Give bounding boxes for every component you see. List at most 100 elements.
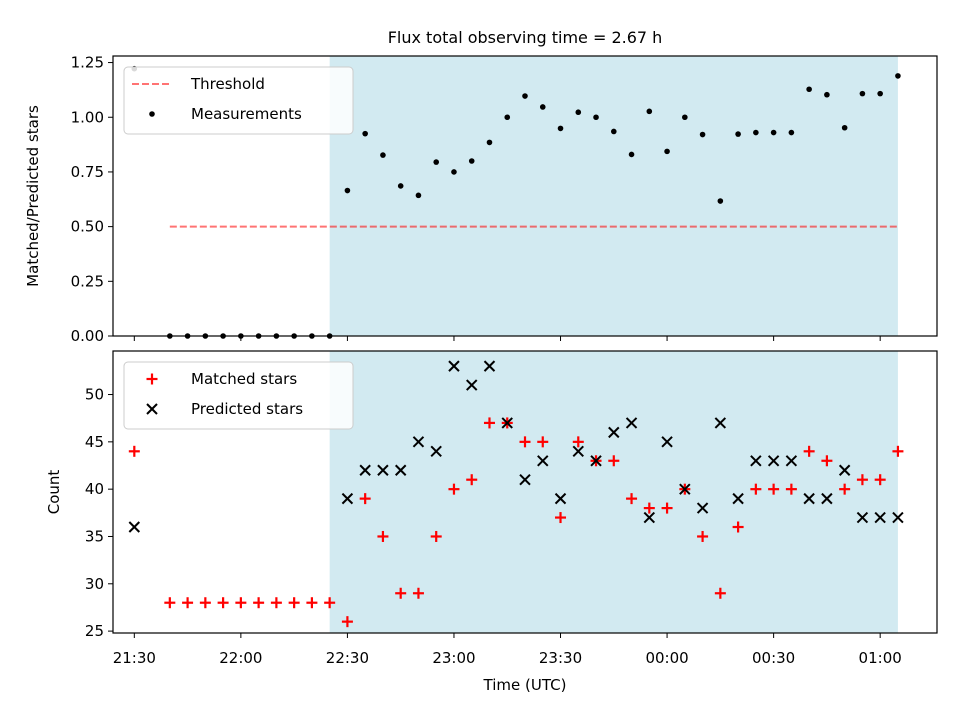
predicted-star-marker	[767, 455, 780, 467]
predicted-star-marker	[643, 511, 656, 524]
predicted-star-marker-b	[785, 455, 798, 467]
legend-label: Matched stars	[191, 370, 297, 388]
axes-frame	[112, 350, 938, 634]
predicted-star-marker	[554, 492, 567, 505]
matched-star-marker	[288, 597, 300, 609]
predicted-star-marker-b	[608, 426, 620, 439]
matched-star-marker	[714, 587, 726, 599]
matched-star-marker	[732, 521, 744, 533]
measurement-point	[362, 130, 368, 137]
legend-predicted-marker-b	[146, 403, 158, 415]
predicted-star-marker-b	[501, 417, 513, 429]
matched-star-marker	[537, 436, 549, 448]
observing-interval-shade	[329, 351, 898, 633]
predicted-star-marker	[838, 464, 851, 476]
matched-star-marker	[483, 417, 495, 429]
predicted-star-marker	[785, 455, 798, 467]
y-tick-label: 35	[85, 527, 104, 545]
measurement-point	[770, 129, 777, 136]
predicted-star-marker	[590, 455, 602, 467]
matched-star-marker	[306, 597, 318, 609]
predicted-star-marker	[519, 473, 531, 486]
y-tick-label: 1.25	[71, 54, 104, 72]
measurement-point	[504, 114, 511, 121]
measurement-point	[451, 169, 457, 175]
predicted-star-marker	[359, 464, 371, 476]
legend-label: Predicted stars	[191, 400, 303, 418]
predicted-star-marker-b	[892, 511, 904, 524]
predicted-star-marker-b	[537, 455, 549, 467]
y-axis-label: Matched/Predicted stars	[24, 105, 42, 287]
matched-star-marker	[199, 597, 211, 609]
measurement-point	[877, 90, 883, 97]
y-tick-label: 50	[85, 386, 104, 404]
predicted-star-marker	[732, 492, 744, 505]
predicted-star-marker-b	[643, 511, 656, 524]
matched-star-marker	[785, 483, 797, 495]
legend: Matched stars Predicted stars	[123, 361, 354, 430]
matched-star-marker	[235, 597, 247, 609]
predicted-star-marker	[572, 445, 584, 458]
matched-star-marker	[466, 474, 478, 486]
predicted-star-marker	[892, 511, 904, 524]
predicted-star-marker	[625, 417, 638, 429]
x-tick-label: 01:00	[859, 649, 902, 667]
y-tick-label: 25	[85, 622, 104, 640]
measurement-point	[397, 183, 404, 189]
predicted-star-marker-b	[341, 492, 354, 505]
predicted-star-marker-b	[696, 502, 709, 514]
legend-box	[123, 66, 354, 135]
observing-interval-shade	[329, 56, 898, 336]
matched-star-marker	[892, 445, 904, 457]
matched-star-marker	[377, 530, 389, 542]
matched-star-marker	[839, 483, 851, 495]
predicted-star-marker-b	[466, 379, 478, 391]
predicted-star-marker	[394, 464, 407, 476]
legend-box	[123, 361, 354, 430]
predicted-star-marker-b	[679, 483, 691, 495]
measurement-point	[788, 129, 795, 136]
measurement-point	[735, 131, 741, 137]
predicted-star-marker-b	[803, 492, 815, 505]
measurement-point	[628, 151, 635, 158]
matched-star-marker	[555, 512, 567, 524]
predicted-star-marker-b	[377, 464, 389, 476]
matched-star-marker	[324, 597, 336, 609]
matched-star-marker	[182, 597, 194, 609]
predicted-star-marker-b	[572, 445, 584, 458]
x-tick-label: 22:30	[326, 649, 369, 667]
matched-star-marker	[768, 483, 780, 495]
predicted-star-marker	[821, 492, 833, 505]
matched-star-marker	[128, 445, 140, 457]
predicted-star-marker	[466, 379, 478, 391]
x-tick-label: 00:00	[645, 649, 688, 667]
matched-star-marker	[164, 597, 176, 609]
measurement-point	[575, 109, 582, 116]
predicted-star-marker	[412, 436, 425, 448]
predicted-star-marker	[696, 502, 709, 514]
predicted-star-marker-b	[767, 455, 780, 467]
predicted-star-marker	[661, 436, 673, 448]
measurement-point	[539, 104, 546, 110]
matched-star-marker	[608, 455, 620, 467]
measurement-point	[433, 159, 440, 165]
x-tick-label: 21:30	[113, 649, 156, 667]
measurement-point	[610, 128, 617, 135]
y-tick-label: 0.00	[71, 327, 104, 345]
predicted-star-marker-b	[856, 511, 869, 524]
x-tick-label: 22:00	[219, 649, 262, 667]
predicted-star-marker-b	[590, 455, 602, 467]
predicted-star-marker	[483, 360, 496, 372]
measurement-point	[344, 187, 351, 194]
matched-star-marker	[697, 530, 709, 542]
measurement-point	[486, 139, 493, 146]
measurement-point	[468, 158, 475, 164]
predicted-star-marker	[537, 455, 549, 467]
matched-star-marker	[874, 474, 886, 486]
predicted-star-marker-b	[625, 417, 638, 429]
measurement-point	[717, 198, 724, 204]
measurement-point	[646, 108, 653, 115]
predicted-star-marker-b	[714, 417, 727, 429]
measurement-point	[380, 152, 386, 158]
